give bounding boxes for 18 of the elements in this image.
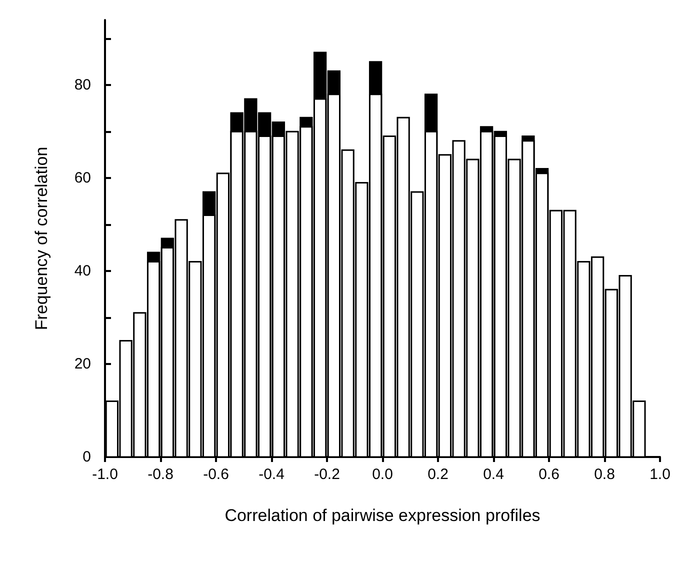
x-tick-label: -0.8 bbox=[148, 466, 174, 483]
y-tick-label: 60 bbox=[74, 170, 91, 187]
x-tick-label: 0.6 bbox=[538, 466, 560, 483]
y-tick-label: 80 bbox=[74, 76, 91, 94]
x-tick-label: -0.4 bbox=[258, 466, 284, 483]
y-tick-label: 0 bbox=[82, 448, 91, 466]
y-axis-title: Frequency of correlation bbox=[32, 146, 51, 330]
x-tick-label: 0.0 bbox=[372, 466, 393, 483]
x-tick-label: -1.0 bbox=[92, 466, 118, 483]
x-tick-label: -0.6 bbox=[203, 466, 229, 483]
y-tick-label: 20 bbox=[74, 356, 91, 373]
x-tick-label: 0.4 bbox=[483, 466, 504, 483]
x-tick-label: 0.2 bbox=[428, 466, 448, 483]
x-tick-label: 0.8 bbox=[594, 466, 615, 483]
x-tick-label: 1.0 bbox=[650, 466, 670, 483]
x-tick-label: -0.2 bbox=[314, 466, 340, 483]
y-tick-label: 40 bbox=[74, 262, 91, 280]
x-axis-title: Correlation of pairwise expression profiles bbox=[224, 506, 540, 525]
